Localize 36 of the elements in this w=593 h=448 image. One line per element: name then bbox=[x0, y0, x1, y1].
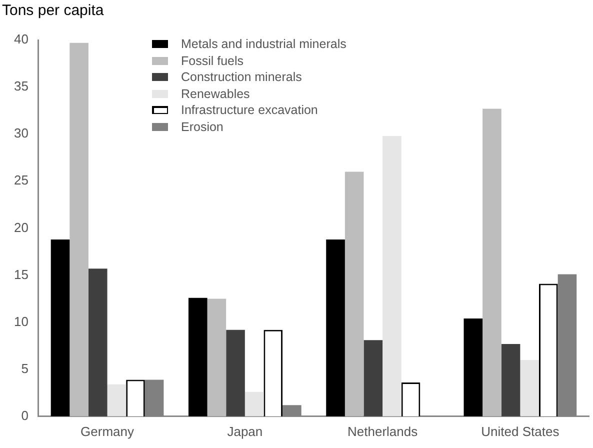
bar bbox=[326, 239, 345, 416]
bar bbox=[70, 42, 88, 416]
bar bbox=[382, 136, 402, 416]
x-tick-label: Germany bbox=[80, 424, 135, 439]
bar bbox=[482, 108, 502, 416]
bar bbox=[226, 330, 245, 416]
x-tick-label: Netherlands bbox=[347, 424, 418, 439]
bar bbox=[244, 392, 264, 416]
y-tick-label: 0 bbox=[21, 408, 28, 423]
bar bbox=[364, 340, 383, 416]
x-tick-label: United States bbox=[481, 424, 560, 439]
y-tick-label: 35 bbox=[14, 78, 28, 94]
legend-label: Fossil fuels bbox=[181, 52, 244, 69]
bar bbox=[207, 298, 226, 416]
y-tick-label: 25 bbox=[14, 172, 28, 188]
y-tick-label: 20 bbox=[14, 220, 28, 235]
legend-label: Metals and industrial minerals bbox=[181, 36, 346, 52]
bar bbox=[188, 298, 208, 416]
legend-label: Erosion bbox=[181, 118, 224, 135]
legend-label: Renewables bbox=[181, 86, 250, 102]
bar bbox=[520, 360, 539, 416]
bar bbox=[464, 318, 483, 416]
y-axis-title: Tons per capita bbox=[2, 2, 104, 19]
y-tick-label: 5 bbox=[21, 360, 28, 376]
x-tick-label: Japan bbox=[227, 424, 263, 439]
legend-label: Infrastructure excavation bbox=[181, 102, 318, 118]
bar bbox=[501, 344, 520, 416]
bar bbox=[88, 268, 108, 416]
legend-label: Construction minerals bbox=[181, 69, 302, 86]
bar bbox=[50, 239, 70, 416]
y-tick-label: 10 bbox=[14, 314, 28, 329]
bar bbox=[344, 172, 364, 416]
y-tick-label: 40 bbox=[14, 32, 28, 47]
bar bbox=[107, 384, 126, 416]
y-tick-label: 15 bbox=[14, 266, 28, 282]
y-tick-label: 30 bbox=[14, 126, 28, 141]
